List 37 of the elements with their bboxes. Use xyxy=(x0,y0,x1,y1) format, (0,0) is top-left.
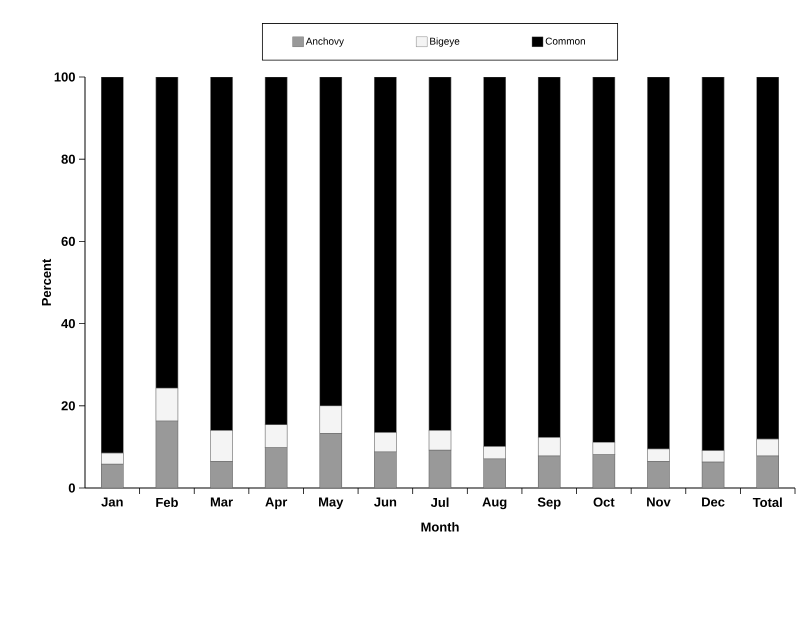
bar xyxy=(428,450,452,488)
y-tick-label: 100 xyxy=(54,72,75,82)
x-tick-label: Total xyxy=(752,498,782,508)
x-tick-label: Jun xyxy=(374,498,396,507)
x-tick-label: Dec xyxy=(702,498,725,507)
bar xyxy=(264,447,288,488)
legend-label: Bigeye xyxy=(430,37,460,47)
x-tick-label: Jul xyxy=(430,498,448,508)
y-tick-label: 0 xyxy=(68,483,75,493)
bar xyxy=(319,433,342,488)
bar xyxy=(647,460,670,488)
y-tick-label: 20 xyxy=(62,401,75,410)
x-tick-label: Apr xyxy=(265,498,288,510)
x-tick-label: Aug xyxy=(482,498,506,510)
bar xyxy=(756,456,779,488)
x-tick-label: Sep xyxy=(538,498,561,510)
y-tick-label: 60 xyxy=(62,236,75,246)
x-tick-label: May xyxy=(319,498,344,510)
bar xyxy=(538,456,561,488)
x-tick-label: Oct xyxy=(594,498,614,507)
bar xyxy=(210,460,233,488)
x-tick-label: Jan xyxy=(101,498,123,507)
y-tick-label: 40 xyxy=(61,319,75,328)
x-tick-label: Mar xyxy=(210,498,233,507)
bar xyxy=(374,452,397,488)
bar xyxy=(592,454,616,488)
legend-label: Common xyxy=(546,38,585,45)
x-axis-title: Month xyxy=(421,522,459,532)
x-tick-label: Nov xyxy=(647,498,671,507)
bar xyxy=(483,458,506,488)
y-tick-label: 80 xyxy=(61,154,75,164)
bar xyxy=(101,464,124,488)
bar xyxy=(702,462,724,488)
legend-label: Anchovy xyxy=(306,37,344,47)
bar xyxy=(156,420,178,488)
x-tick-label: Feb xyxy=(156,498,178,508)
y-axis-title: Percent xyxy=(42,258,52,306)
